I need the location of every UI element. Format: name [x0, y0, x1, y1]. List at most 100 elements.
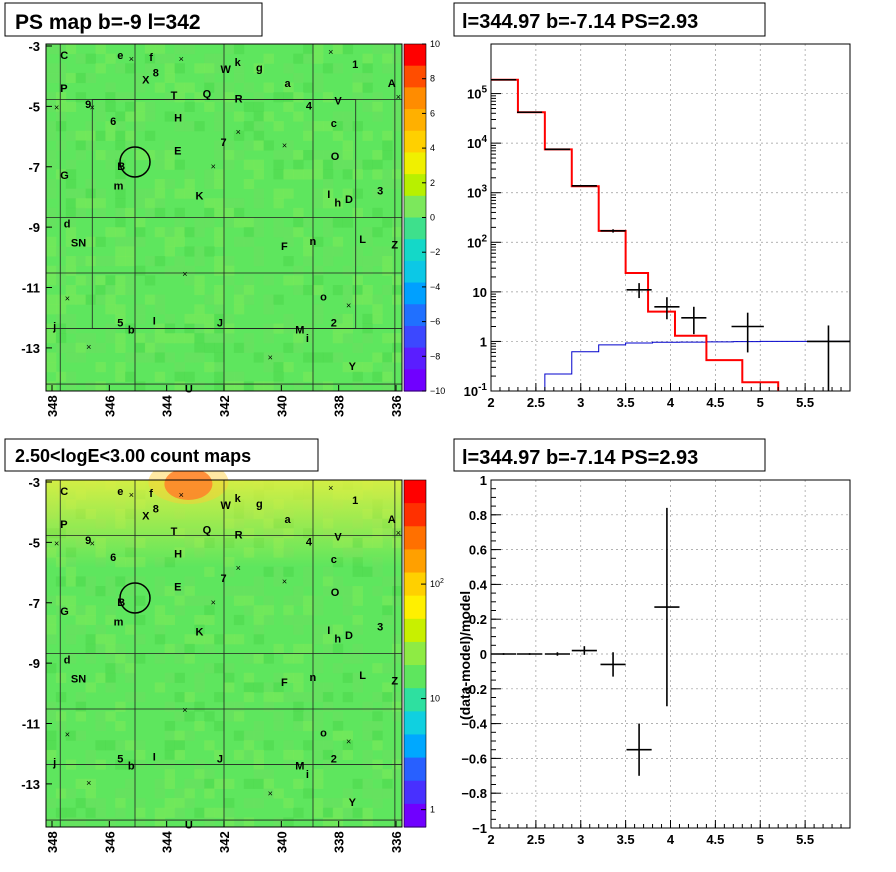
map-texture-cell [214, 82, 225, 93]
map-texture-cell [313, 624, 324, 635]
colorbar-label: 4 [430, 143, 435, 153]
map-texture-cell [283, 313, 294, 325]
map-texture-cell [55, 313, 67, 325]
map-texture-cell [283, 275, 294, 286]
map-texture-cell [115, 227, 126, 238]
map-texture-cell [65, 294, 77, 305]
map-texture-cell [253, 634, 265, 645]
map-texture-cell [224, 371, 235, 382]
map-texture-cell [184, 44, 195, 55]
map-texture-cell [273, 381, 284, 392]
source-label: 4 [306, 537, 313, 549]
map-texture-cell [55, 605, 67, 616]
colorbar-cell [404, 641, 426, 666]
map-texture-cell [253, 749, 265, 761]
map-texture-cell [313, 740, 324, 751]
map-texture-cell [105, 159, 116, 170]
map-texture-cell [303, 44, 314, 55]
map-texture-cell [174, 586, 185, 597]
map-texture-cell [253, 121, 265, 132]
map-texture-cell [243, 381, 255, 392]
map-texture-cell [313, 198, 324, 209]
map-texture-cell [273, 294, 284, 305]
map-texture-cell [233, 284, 245, 296]
map-texture-cell [372, 246, 383, 257]
x-tick-label: 4.5 [706, 395, 724, 410]
map-texture-cell [194, 778, 205, 789]
map-texture-cell [332, 663, 344, 674]
map-texture-cell [184, 121, 195, 132]
map-texture-cell [105, 92, 116, 103]
map-texture-cell [194, 381, 205, 392]
map-texture-cell [332, 198, 344, 209]
map-texture-cell [313, 284, 324, 296]
colorbar-label: −2 [430, 247, 440, 257]
x-marker: × [129, 490, 134, 500]
source-label: I [327, 189, 330, 201]
x-tick-label: 340 [274, 831, 289, 853]
map-texture-cell [125, 92, 136, 103]
map-texture-cell [144, 294, 156, 305]
map-texture-cell [194, 121, 205, 132]
y-tick-label: 0.6 [469, 543, 487, 558]
map-texture-cell [342, 150, 354, 161]
map-texture-cell [204, 595, 215, 606]
map-texture-cell [46, 150, 57, 161]
map-texture-cell [55, 121, 67, 132]
map-texture-cell [372, 371, 383, 382]
map-texture-cell [342, 807, 354, 818]
map-texture-cell [164, 150, 176, 161]
map-texture-cell [313, 313, 324, 325]
map-texture-cell [263, 682, 274, 693]
map-texture-cell [382, 178, 393, 190]
map-texture-cell [332, 720, 344, 732]
map-texture-cell [382, 352, 393, 363]
map-texture-cell [194, 672, 205, 683]
map-texture-cell [362, 236, 373, 247]
map-texture-cell [322, 817, 334, 828]
map-texture-cell [233, 342, 245, 353]
source-label: W [220, 64, 231, 76]
map-texture-cell [253, 256, 265, 267]
map-texture-cell [293, 342, 304, 353]
map-texture-cell [332, 313, 344, 325]
x-marker: × [90, 102, 95, 112]
map-texture-cell [283, 566, 294, 577]
map-texture-cell [55, 265, 67, 276]
map-texture-cell [95, 101, 106, 112]
map-texture-cell [164, 92, 176, 103]
map-texture-cell [352, 371, 363, 382]
x-tick-label: 5 [757, 395, 764, 410]
map-texture-cell [55, 304, 67, 315]
map-texture-cell [105, 682, 116, 693]
map-texture-cell [85, 778, 96, 789]
map-texture-cell [105, 614, 116, 626]
map-texture-cell [46, 817, 57, 828]
source-label: e [117, 486, 123, 498]
map-texture-cell [164, 749, 176, 761]
map-texture-cell [392, 121, 403, 132]
map-texture-cell [135, 217, 146, 228]
map-texture-cell [342, 284, 354, 296]
map-texture-cell [75, 72, 87, 84]
map-texture-cell [392, 817, 403, 828]
map-texture-cell [224, 586, 235, 597]
x-tick-label: 348 [45, 831, 60, 853]
colorbar-cell [404, 174, 426, 197]
map-texture-cell [233, 711, 245, 722]
map-texture-cell [55, 294, 67, 305]
map-texture-cell [174, 362, 185, 373]
map-texture-cell [204, 198, 215, 209]
map-texture-cell [95, 624, 106, 635]
map-texture-cell [125, 653, 136, 664]
map-texture-cell [352, 246, 363, 257]
x-marker: × [86, 778, 91, 788]
map-texture-cell [322, 256, 334, 267]
map-texture-cell [55, 788, 67, 799]
map-texture-cell [372, 188, 383, 199]
map-texture-cell [273, 720, 284, 732]
colorbar-cell [404, 260, 426, 284]
map-texture-cell [273, 692, 284, 703]
y-tick-label: -9 [28, 656, 40, 671]
map-texture-cell [243, 692, 255, 703]
